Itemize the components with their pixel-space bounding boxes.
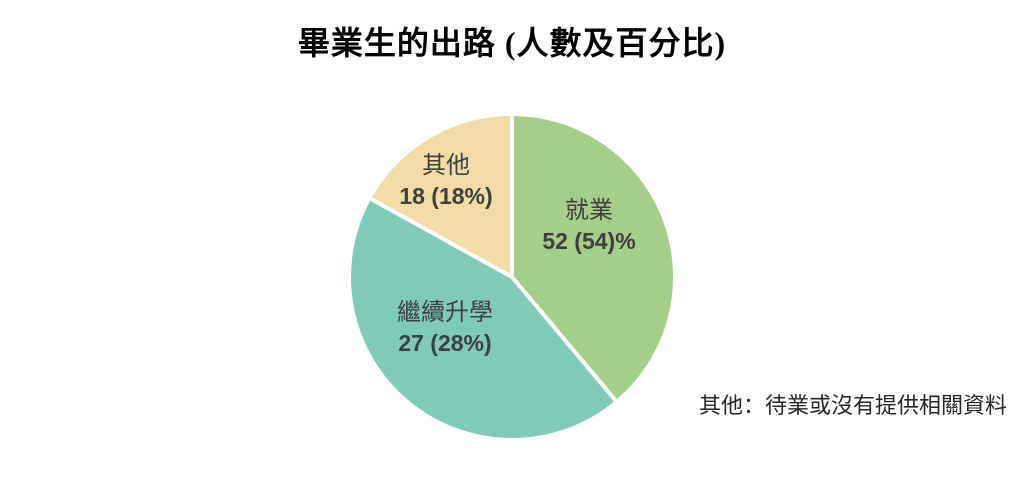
pie-slice-employment — [510, 112, 677, 404]
slice-value-further-study: 27 (28%) — [398, 330, 492, 356]
slice-label-other: 其他 18 (18%) — [399, 151, 492, 211]
slice-value-employment: 52 (54)% — [542, 228, 636, 254]
pie-slice-other — [367, 112, 514, 279]
chart-footnote: 其他：待業或沒有提供相關資料 — [698, 393, 1007, 418]
chart-title: 畢業生的出路 (人數及百分比) — [297, 25, 727, 61]
slice-category-other: 其他 — [421, 153, 470, 179]
slice-label-employment: 就業 52 (54)% — [542, 196, 635, 256]
pie-slice-further-study — [347, 195, 619, 442]
slice-category-further-study: 繼續升學 — [397, 300, 493, 326]
slice-category-employment: 就業 — [564, 198, 613, 224]
slice-label-further-study: 繼續升學 27 (28%) — [397, 298, 493, 358]
pie-chart — [347, 112, 677, 442]
slice-value-other: 18 (18%) — [399, 183, 493, 209]
